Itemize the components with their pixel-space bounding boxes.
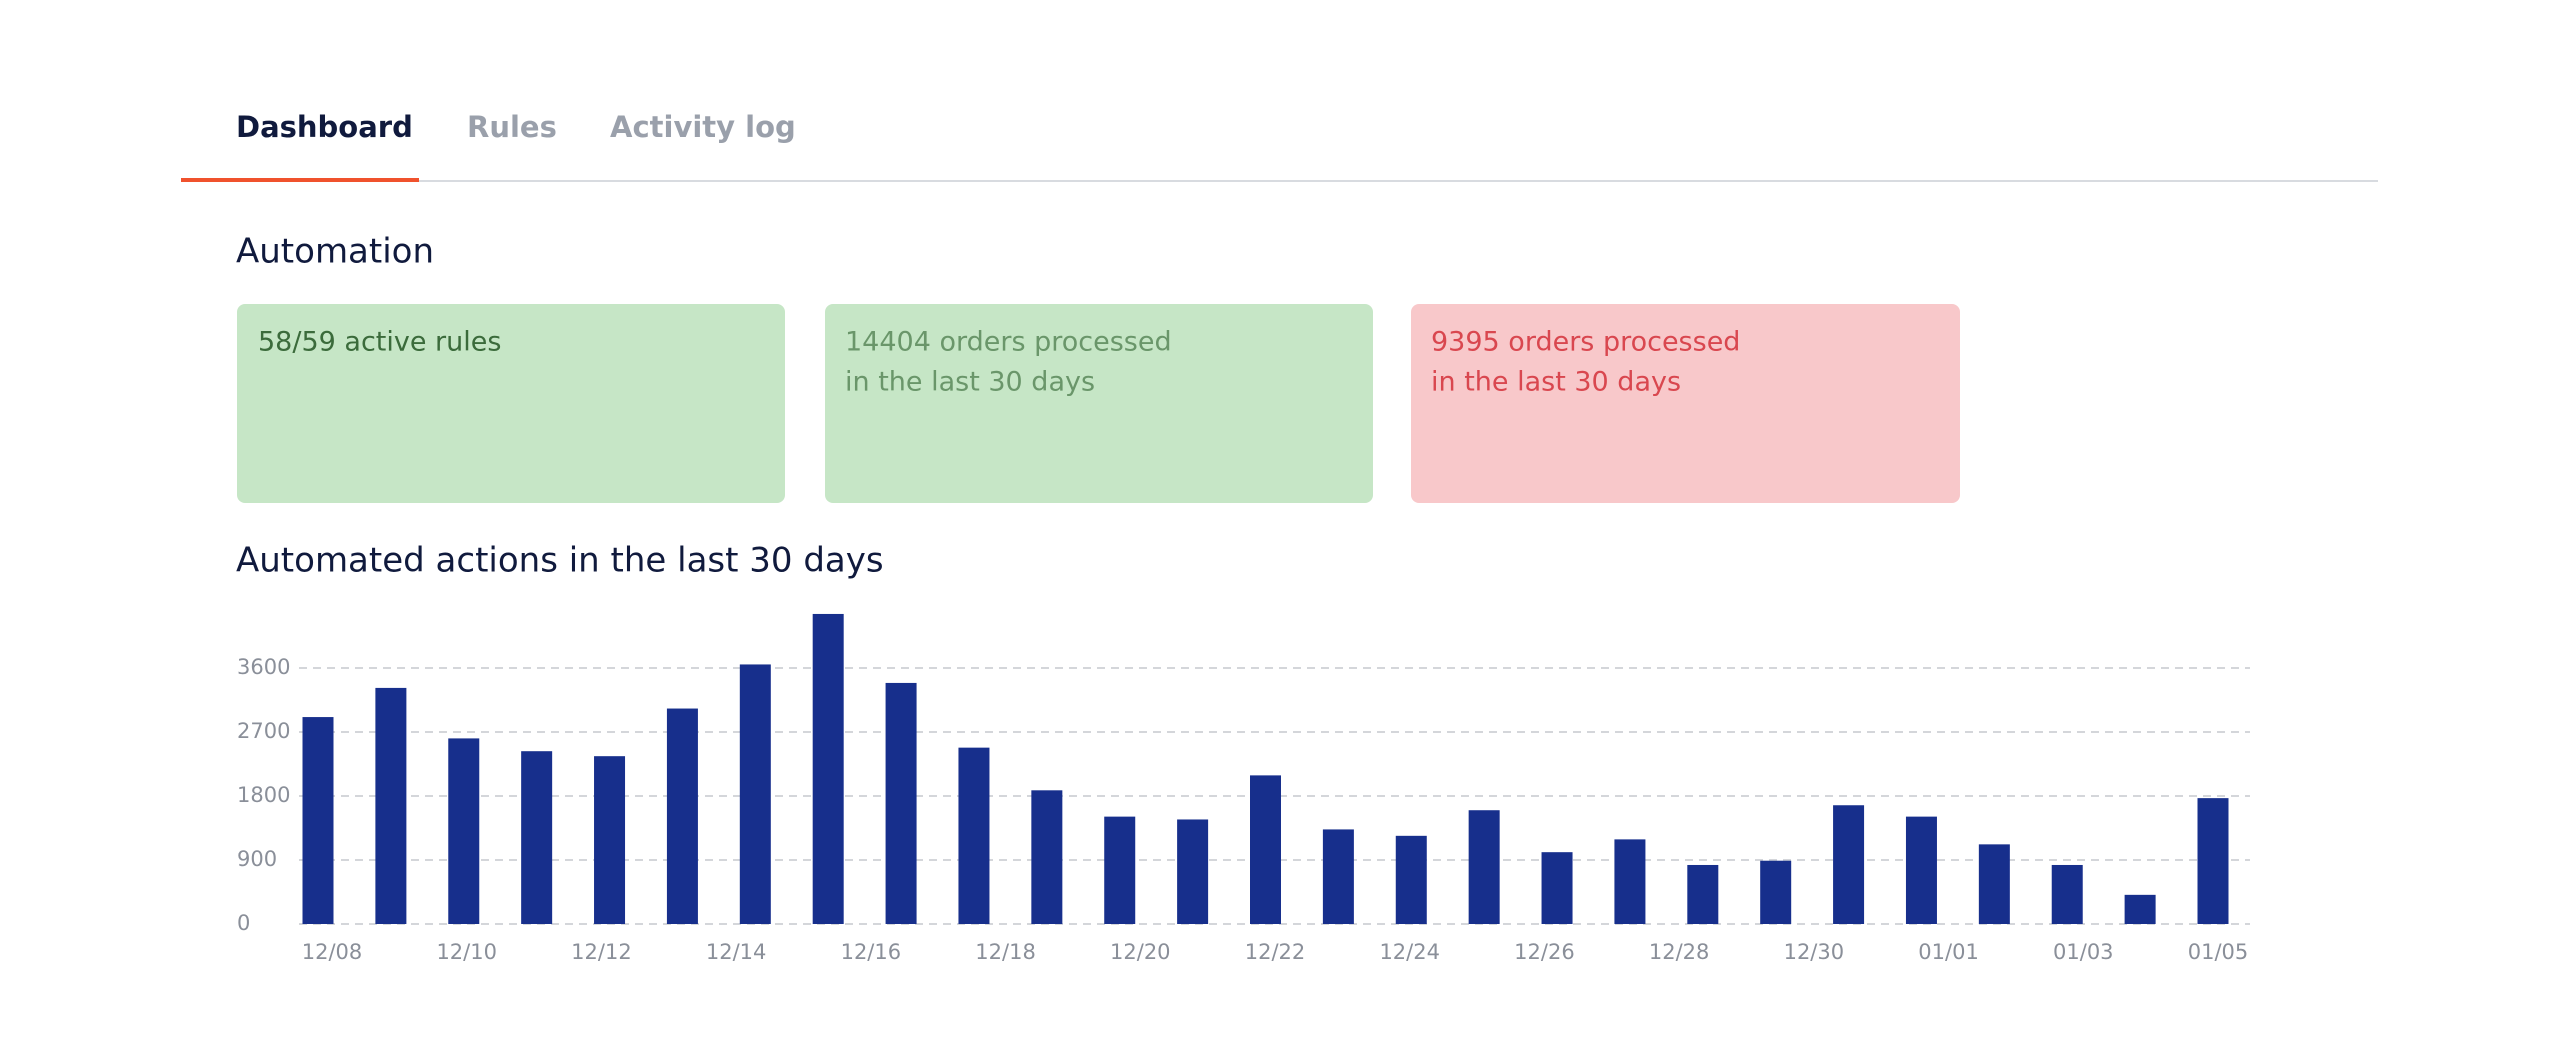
bar: [375, 687, 407, 924]
bar: [2051, 864, 2083, 924]
x-tick-label: 12/16: [841, 940, 902, 964]
card-text: 9395 orders processed: [1431, 327, 1740, 358]
bar: [885, 682, 917, 924]
bar: [302, 717, 334, 924]
bar: [739, 664, 771, 924]
bar: [1250, 775, 1281, 924]
x-tick-label: 12/28: [1649, 940, 1710, 964]
x-tick-label: 01/05: [2188, 940, 2249, 964]
card: [237, 304, 785, 503]
bar: [1104, 816, 1136, 924]
bar: [1978, 844, 2010, 924]
tab-indicator: [181, 178, 419, 182]
x-tick-label: 12/18: [975, 940, 1036, 964]
bar: [594, 756, 626, 924]
bar: [2124, 894, 2156, 924]
chart-title: Automated actions in the last 30 days: [236, 541, 884, 581]
x-tick-label: 12/10: [436, 940, 497, 964]
x-tick-label: 12/20: [1110, 940, 1171, 964]
card: [825, 304, 1373, 503]
bar: [812, 613, 844, 924]
x-tick-label: 12/24: [1379, 940, 1440, 964]
tab[interactable]: Rules: [467, 110, 557, 144]
x-tick-label: 01/03: [2053, 940, 2114, 964]
y-tick-label: 2700: [237, 719, 290, 743]
card-text: in the last 30 days: [1431, 367, 1681, 398]
bar: [1395, 835, 1427, 924]
x-tick-label: 12/08: [302, 940, 363, 964]
tab[interactable]: Activity log: [610, 110, 796, 144]
y-tick-label: 3600: [237, 655, 290, 679]
y-tick-label: 0: [237, 911, 250, 935]
bar: [1905, 816, 1937, 924]
bar: [958, 747, 990, 924]
bar: [666, 708, 698, 924]
section-title: Automation: [236, 232, 434, 272]
card-text: 58/59 active rules: [258, 327, 501, 358]
x-tick-label: 12/22: [1245, 940, 1306, 964]
card: [1411, 304, 1960, 503]
card-text: 14404 orders processed: [845, 327, 1172, 358]
bar: [1541, 852, 1573, 924]
bar: [1031, 790, 1063, 924]
bar: [1177, 819, 1209, 924]
bar: [521, 751, 553, 924]
x-tick-label: 12/26: [1514, 940, 1575, 964]
x-tick-label: 12/12: [571, 940, 632, 964]
bar: [1468, 810, 1500, 924]
bar: [1833, 805, 1865, 924]
bar: [2197, 798, 2229, 924]
tab[interactable]: Dashboard: [236, 110, 413, 144]
x-tick-label: 12/14: [706, 940, 767, 964]
card-text: in the last 30 days: [845, 367, 1095, 398]
y-tick-label: 1800: [237, 783, 290, 807]
y-tick-label: 900: [237, 847, 277, 871]
bar: [1322, 829, 1354, 924]
bar: [1614, 839, 1646, 924]
x-tick-label: 01/01: [1918, 940, 1979, 964]
bar: [1760, 860, 1792, 924]
bar: [1687, 864, 1719, 924]
bar: [448, 738, 480, 924]
x-tick-label: 12/30: [1784, 940, 1845, 964]
